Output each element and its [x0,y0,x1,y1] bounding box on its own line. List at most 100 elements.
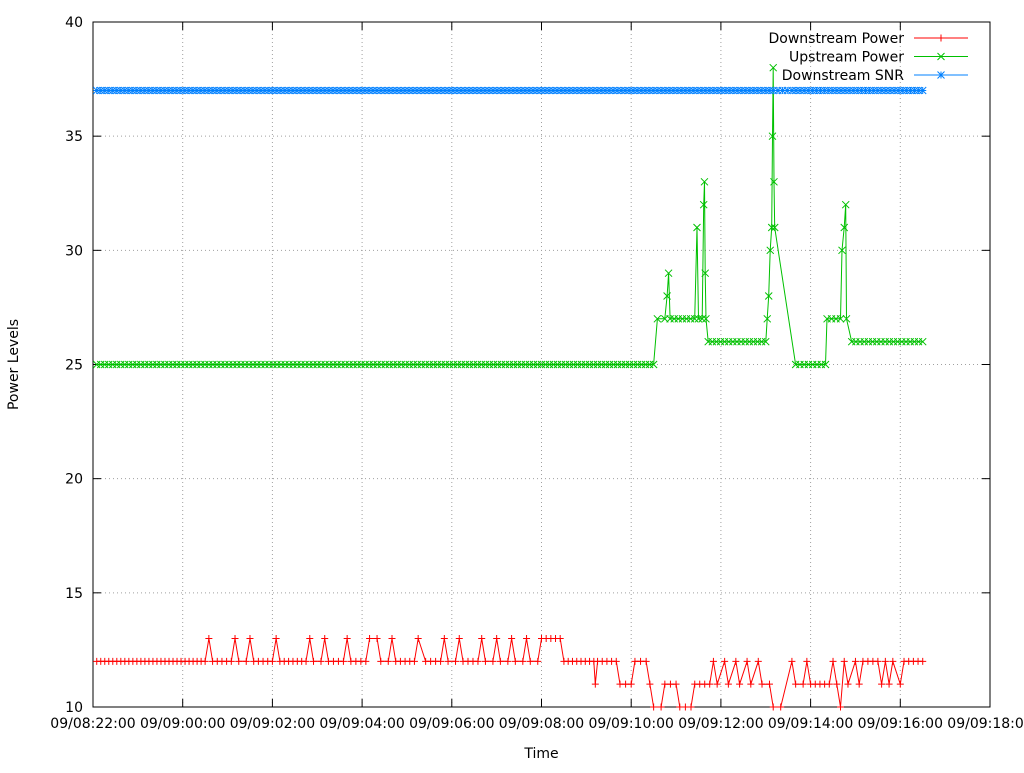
data-point [349,86,357,95]
data-point [268,657,276,665]
data-point [841,86,849,95]
data-point [841,200,850,209]
data-point [417,86,425,95]
data-point [637,86,645,95]
data-point [757,86,766,95]
data-point [128,86,137,95]
data-point [377,657,385,665]
data-point [763,314,772,323]
data-point [188,86,197,95]
data-point [537,86,545,95]
data-point [629,86,637,95]
data-point [721,657,729,665]
data-point [732,657,740,665]
data-point [589,86,597,95]
data-point [273,86,281,95]
data-point [242,657,250,665]
data-point [333,86,341,95]
data-point [437,657,445,665]
data-point [384,657,392,665]
data-point [701,269,710,278]
data-point [706,680,714,688]
data-point [838,246,846,255]
y-tick-label: 25 [65,358,83,374]
data-point [152,86,161,95]
legend-entry-downstream-power: Downstream Power [768,31,968,47]
data-point [343,635,351,642]
data-point [469,86,477,95]
data-point [743,657,751,665]
data-point [765,680,773,688]
x-tick-label: 09/09:10:00 [588,716,673,732]
data-point [886,86,894,95]
data-point [497,86,505,95]
data-point [116,86,125,95]
data-point [366,635,374,642]
data-point [803,657,811,665]
data-point [144,86,153,95]
x-axis-label: Time [523,746,558,762]
data-point [235,657,243,665]
data-point [496,657,504,665]
data-point [501,86,509,95]
data-point [699,200,708,209]
data-point [840,223,849,232]
data-point [429,86,437,95]
data-point [526,657,534,665]
data-point [896,680,904,688]
data-point [489,657,497,665]
data-point [701,86,710,95]
data-point [272,635,280,642]
data-point [768,132,777,141]
data-point [444,657,452,665]
data-point [523,635,531,642]
data-point [724,680,732,688]
data-point [693,223,701,232]
data-point [918,86,927,95]
data-point [778,86,787,95]
data-point [513,86,521,95]
x-tick-label: 09/09:16:00 [858,716,943,732]
data-point [477,86,485,95]
data-point [317,86,325,95]
data-point [573,86,581,95]
data-point [455,635,463,642]
data-point [877,86,886,95]
data-point [770,223,779,232]
series-line-downstream-power [96,638,923,708]
data-point [840,657,848,665]
data-point [511,657,519,665]
data-point [844,680,852,688]
data-point [767,223,776,232]
data-point [808,86,817,95]
data-point [164,86,173,95]
data-point [481,86,489,95]
data-point [770,177,778,186]
data-point [761,86,770,95]
data-point [310,657,318,665]
data-point [449,86,457,95]
data-point [509,86,517,95]
legend-marker [937,34,945,42]
data-point [473,86,481,95]
data-point [305,86,313,95]
data-point [837,86,845,95]
data-point [465,86,473,95]
data-point [609,86,617,95]
data-point [261,86,269,95]
data-point [894,86,903,95]
data-point [96,86,105,95]
data-point [265,86,273,95]
data-point [361,86,369,95]
data-point [329,86,337,95]
data-point [381,86,389,95]
data-point [204,86,213,95]
data-point [690,314,699,323]
data-point [828,86,837,95]
data-point [373,635,381,642]
y-tick-label: 30 [65,243,83,259]
data-point [120,86,129,95]
data-point [440,635,448,642]
data-point [108,86,117,95]
